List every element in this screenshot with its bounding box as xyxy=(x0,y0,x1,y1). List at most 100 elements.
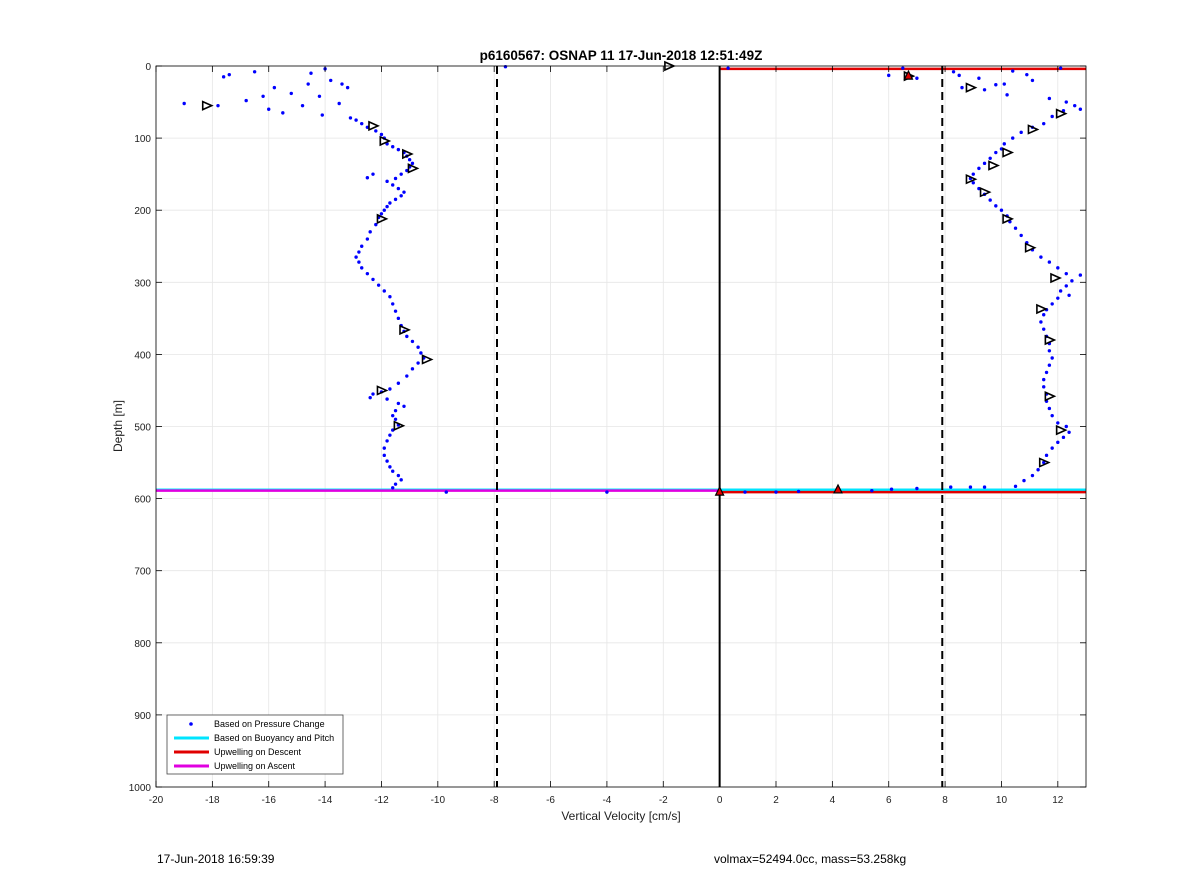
pressure-point xyxy=(329,78,333,83)
pressure-point xyxy=(300,103,305,108)
pressure-point xyxy=(915,76,919,80)
chart-title: p6160567: OSNAP 11 17-Jun-2018 12:51:49Z xyxy=(480,48,763,63)
pressure-point xyxy=(1064,284,1068,288)
descent-marker xyxy=(714,485,725,496)
pressure-point xyxy=(340,82,344,86)
pressure-point xyxy=(1013,484,1018,489)
pressure-point xyxy=(1042,460,1046,465)
pressure-point xyxy=(1058,66,1063,70)
y-tick-label: 1000 xyxy=(129,783,152,794)
pressure-point xyxy=(1002,142,1006,146)
pressure-point xyxy=(1050,446,1054,450)
pressure-point xyxy=(1058,289,1063,293)
pressure-point xyxy=(382,453,386,458)
pressure-point xyxy=(345,85,350,90)
pressure-point xyxy=(1002,82,1006,86)
pressure-point xyxy=(887,73,891,78)
x-axis-ticks: -20 -18 -16 -14 -12 -10 -8 -6 -4 -2 0 2 4 6 8 10 12 xyxy=(149,66,1064,806)
reference-lines xyxy=(496,66,944,787)
y-tick-label: 500 xyxy=(134,423,151,434)
pressure-point xyxy=(379,132,384,137)
x-tick-label: 8 xyxy=(942,795,948,806)
pressure-point xyxy=(391,486,395,490)
pressure-point xyxy=(1011,136,1015,140)
pressure-point xyxy=(371,172,375,176)
pressure-point xyxy=(1050,356,1054,360)
pressure-point xyxy=(977,76,981,80)
y-tick-label: 200 xyxy=(134,206,151,217)
pressure-point xyxy=(399,172,403,176)
pressure-point xyxy=(988,156,992,160)
x-tick-label: 2 xyxy=(773,795,779,806)
triangle-marker xyxy=(1002,147,1015,158)
pressure-point xyxy=(1042,327,1046,331)
pressure-point xyxy=(385,204,389,209)
pressure-point xyxy=(354,255,358,259)
triangle-marker xyxy=(988,160,1000,171)
pressure-point xyxy=(244,98,248,103)
pressure-point xyxy=(368,395,372,400)
pressure-point xyxy=(309,71,313,75)
pressure-point xyxy=(382,446,386,450)
pressure-point xyxy=(1050,302,1054,306)
triangle-marker xyxy=(368,120,380,132)
pressure-point xyxy=(382,289,386,293)
descent-marker xyxy=(903,69,914,80)
y-axis-label: Depth [m] xyxy=(111,400,125,452)
x-tick-label: -2 xyxy=(659,795,668,806)
pressure-point xyxy=(1064,271,1068,276)
x-tick-label: -10 xyxy=(431,795,446,806)
pressure-point xyxy=(410,339,415,344)
pressure-point xyxy=(915,486,919,491)
legend-label-pressure: Based on Pressure Change xyxy=(214,719,325,729)
pressure-point xyxy=(994,150,998,155)
pressure-point xyxy=(306,82,310,86)
pressure-point xyxy=(402,190,406,194)
pressure-point xyxy=(1056,266,1060,270)
x-axis-label: Vertical Velocity [cm/s] xyxy=(561,809,680,823)
pressure-point xyxy=(1056,421,1060,425)
pressure-point xyxy=(1056,296,1060,300)
x-tick-label: 0 xyxy=(717,795,723,806)
pressure-point xyxy=(393,309,398,313)
pressure-point xyxy=(1030,78,1035,83)
triangle-marker xyxy=(1055,424,1068,436)
pressure-point xyxy=(407,158,412,162)
descent-markers xyxy=(714,69,914,496)
pressure-point xyxy=(371,392,375,396)
pressure-point xyxy=(354,118,358,122)
pressure-point xyxy=(994,204,998,208)
x-tick-label: 6 xyxy=(886,795,892,806)
triangle-marker xyxy=(979,186,992,198)
pressure-point xyxy=(396,381,401,385)
pressure-point xyxy=(368,230,372,234)
pressure-point xyxy=(360,121,364,126)
triangle-marker xyxy=(1044,390,1057,402)
pressure-point xyxy=(1067,430,1071,434)
pressure-point xyxy=(796,489,801,494)
legend-box xyxy=(166,714,344,775)
y-tick-label: 0 xyxy=(145,62,151,73)
triangle-marker xyxy=(1055,108,1068,119)
legend-marker-pressure xyxy=(189,722,193,726)
pressure-point xyxy=(357,250,361,254)
pressure-point xyxy=(1056,440,1060,445)
pressure-point xyxy=(416,345,420,349)
pressure-point xyxy=(391,183,395,187)
legend-label-descent: Upwelling on Descent xyxy=(214,747,302,757)
pressure-point xyxy=(388,433,392,437)
triangle-marker xyxy=(1050,272,1062,284)
pressure-point xyxy=(396,316,401,321)
pressure-point xyxy=(971,172,975,176)
pressure-point xyxy=(1047,363,1052,367)
pressure-point xyxy=(348,116,353,120)
pressure-point xyxy=(1042,313,1046,317)
pressure-point xyxy=(1030,473,1035,478)
pressure-point xyxy=(960,85,964,90)
pressure-point xyxy=(388,387,392,391)
pressure-point xyxy=(396,147,401,152)
pressure-point xyxy=(1073,103,1077,108)
pressure-point xyxy=(391,145,395,149)
pressure-point xyxy=(379,212,384,216)
x-tick-label: -20 xyxy=(149,795,164,806)
